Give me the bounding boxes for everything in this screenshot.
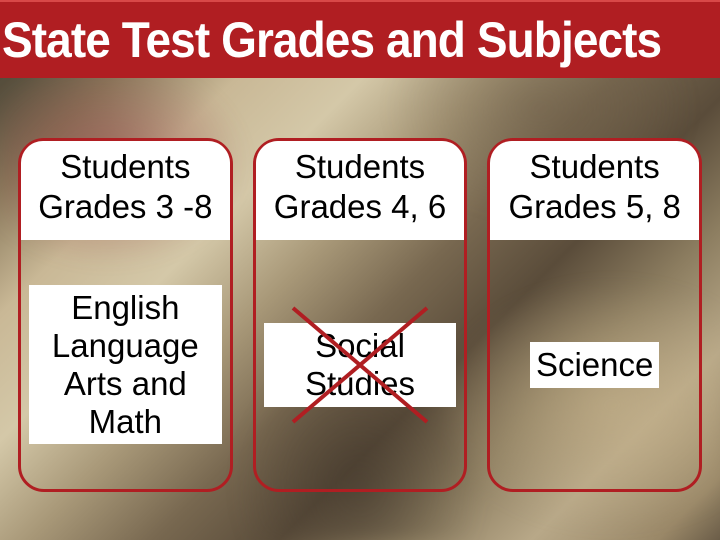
card-subject: Social Studies: [264, 323, 457, 407]
card-header: Students Grades 3 -8: [21, 141, 230, 240]
card-social-studies: Students Grades 4, 6 Social Studies: [253, 138, 468, 492]
title-bar: State Test Grades and Subjects: [0, 0, 720, 78]
card-header: Students Grades 5, 8: [490, 141, 699, 240]
card-ela-math: Students Grades 3 -8 English Language Ar…: [18, 138, 233, 492]
cards-row: Students Grades 3 -8 English Language Ar…: [18, 138, 702, 492]
card-body: Social Studies: [256, 240, 465, 489]
card-header: Students Grades 4, 6: [256, 141, 465, 240]
card-header-line1: Students: [260, 147, 461, 187]
card-subject: English Language Arts and Math: [29, 285, 222, 445]
card-header-line2: Grades 3 -8: [25, 187, 226, 227]
slide-title: State Test Grades and Subjects: [2, 11, 661, 69]
card-science: Students Grades 5, 8 Science: [487, 138, 702, 492]
card-header-line1: Students: [25, 147, 226, 187]
card-body: Science: [490, 240, 699, 489]
card-subject: Science: [530, 342, 659, 388]
card-body: English Language Arts and Math: [21, 240, 230, 489]
card-header-line2: Grades 4, 6: [260, 187, 461, 227]
card-header-line2: Grades 5, 8: [494, 187, 695, 227]
card-header-line1: Students: [494, 147, 695, 187]
